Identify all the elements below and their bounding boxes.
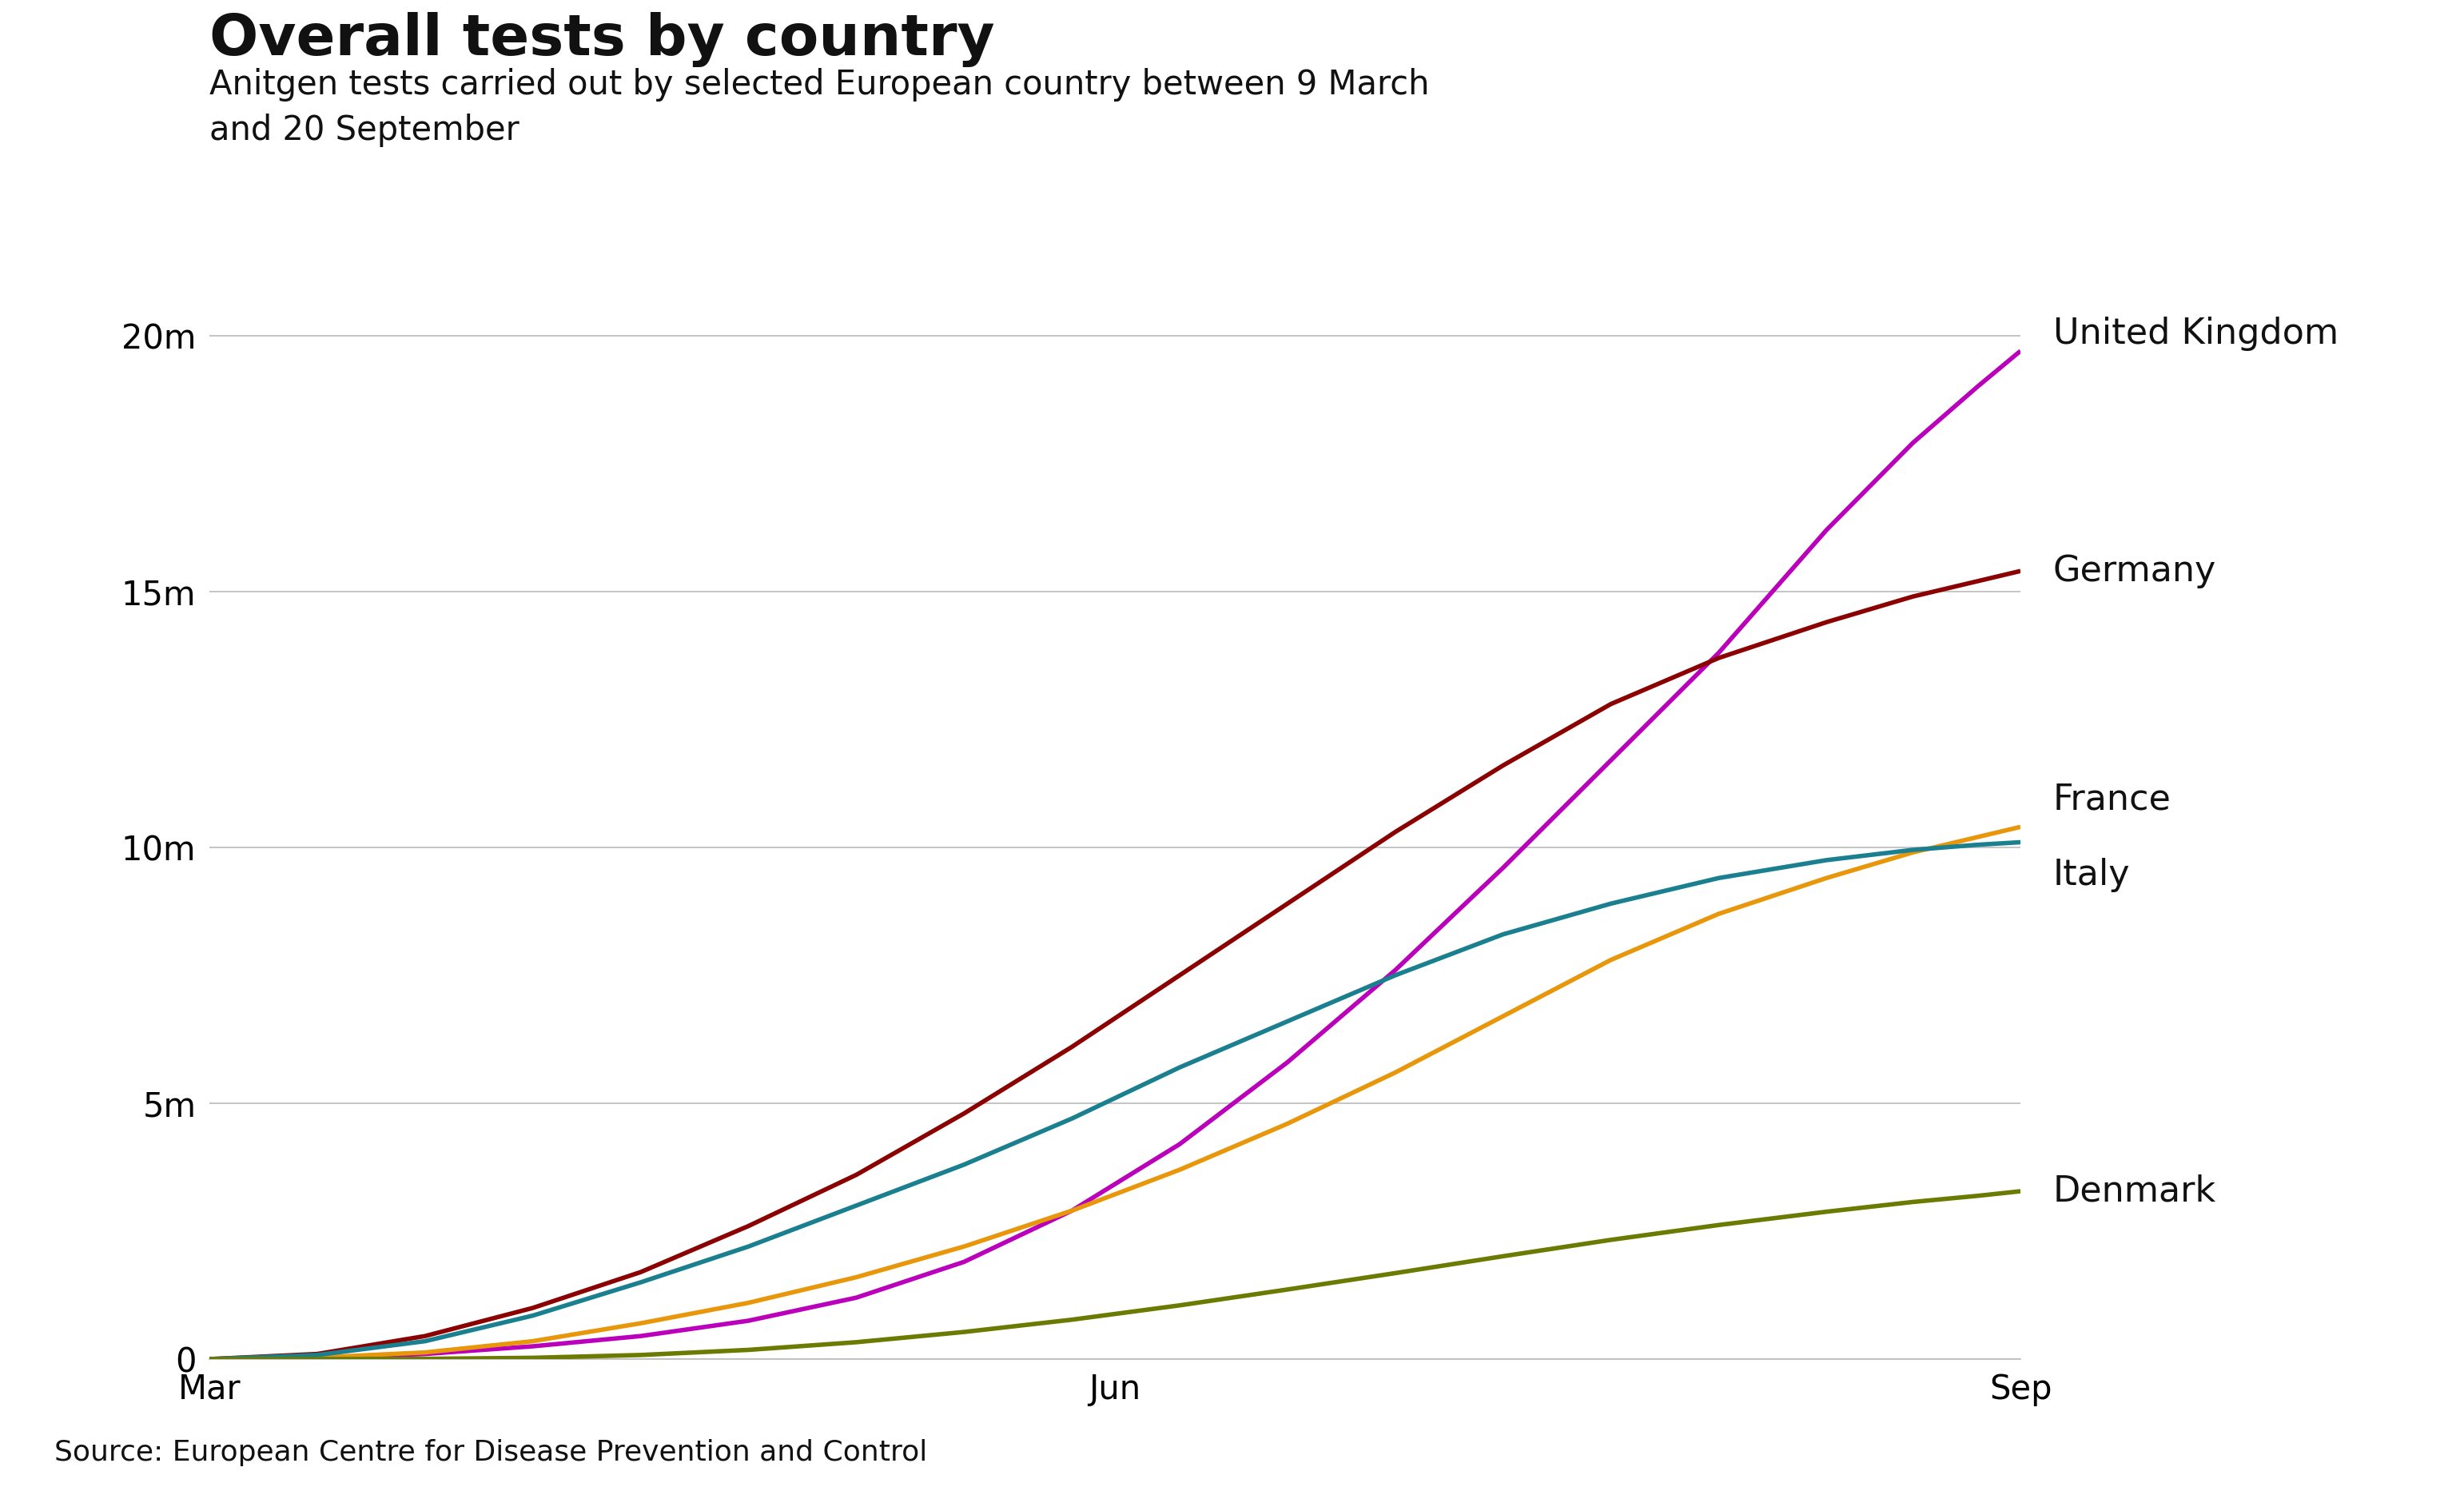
Text: Anitgen tests carried out by selected European country between 9 March
and 20 Se: Anitgen tests carried out by selected Eu… xyxy=(209,67,1429,147)
Text: Italy: Italy xyxy=(2053,857,2129,892)
Text: Germany: Germany xyxy=(2053,553,2215,588)
Text: Denmark: Denmark xyxy=(2053,1174,2215,1208)
Text: United Kingdom: United Kingdom xyxy=(2053,316,2338,351)
Text: Source: European Centre for Disease Prevention and Control: Source: European Centre for Disease Prev… xyxy=(54,1439,926,1466)
Text: Overall tests by country: Overall tests by country xyxy=(209,12,995,67)
Text: France: France xyxy=(2053,782,2171,817)
Text: BBC: BBC xyxy=(2272,1435,2363,1472)
